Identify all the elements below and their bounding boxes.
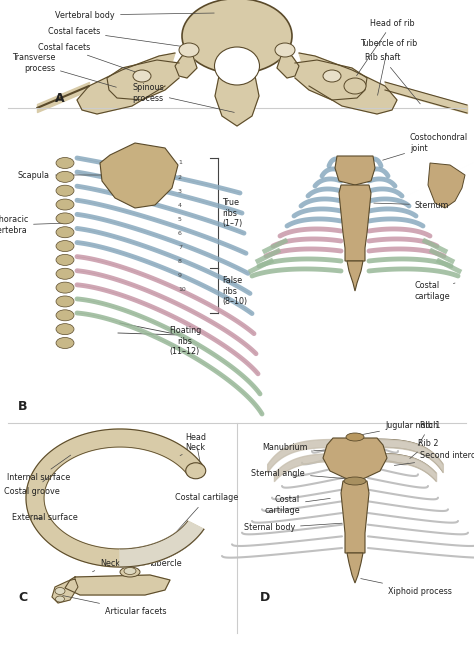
Ellipse shape [56, 171, 74, 182]
Ellipse shape [56, 227, 74, 238]
Polygon shape [100, 143, 178, 208]
Text: 4: 4 [178, 203, 182, 208]
Ellipse shape [275, 43, 295, 57]
Ellipse shape [56, 157, 74, 168]
Text: Rib 1: Rib 1 [418, 421, 440, 445]
Ellipse shape [56, 324, 74, 334]
Ellipse shape [344, 78, 366, 94]
Text: Thoracic
vertebra: Thoracic vertebra [0, 215, 67, 234]
Text: False
ribs
(8–10): False ribs (8–10) [222, 276, 247, 306]
Text: Neck: Neck [92, 558, 120, 572]
Text: 1: 1 [178, 161, 182, 165]
Polygon shape [323, 438, 387, 481]
Text: Rib shaft: Rib shaft [365, 54, 420, 104]
Polygon shape [299, 53, 397, 114]
Text: Manubrium: Manubrium [263, 443, 347, 453]
Text: Costal
cartilage: Costal cartilage [264, 495, 330, 515]
Polygon shape [107, 60, 179, 100]
Text: Transverse
process: Transverse process [12, 54, 116, 88]
Text: 2: 2 [178, 174, 182, 180]
Ellipse shape [56, 213, 74, 224]
Text: Costal groove: Costal groove [4, 476, 60, 496]
Text: Spinous
process: Spinous process [132, 84, 234, 112]
Text: Neck: Neck [180, 443, 205, 456]
Text: Sternal body: Sternal body [244, 523, 342, 532]
Polygon shape [347, 261, 363, 291]
Polygon shape [295, 60, 367, 100]
Text: Tubercle of rib: Tubercle of rib [360, 39, 417, 95]
Text: Head of rib: Head of rib [356, 18, 415, 76]
Text: Head: Head [185, 434, 206, 463]
Polygon shape [77, 53, 175, 114]
Polygon shape [175, 53, 197, 78]
Polygon shape [120, 521, 204, 567]
Text: Rib 2: Rib 2 [410, 439, 438, 458]
Text: 8: 8 [178, 259, 182, 264]
Text: 10: 10 [178, 287, 186, 293]
Polygon shape [52, 579, 78, 603]
Ellipse shape [182, 0, 292, 74]
Text: B: B [18, 400, 27, 413]
Text: 6: 6 [178, 231, 182, 236]
Polygon shape [335, 156, 375, 185]
Polygon shape [277, 53, 299, 78]
Text: External surface: External surface [12, 513, 78, 522]
Ellipse shape [179, 43, 199, 57]
Text: Tubercle: Tubercle [133, 558, 182, 567]
Text: Internal surface: Internal surface [7, 455, 71, 483]
Text: Costal facets: Costal facets [38, 42, 145, 75]
Text: Xiphoid process: Xiphoid process [361, 579, 452, 596]
Text: 7: 7 [178, 245, 182, 250]
Ellipse shape [346, 433, 364, 441]
Polygon shape [339, 185, 371, 261]
Polygon shape [347, 553, 363, 583]
Ellipse shape [120, 567, 140, 577]
Text: Scapula: Scapula [18, 170, 132, 180]
Text: 5: 5 [178, 217, 182, 222]
Polygon shape [341, 481, 369, 553]
Text: Vertebral body: Vertebral body [55, 10, 214, 20]
Ellipse shape [56, 296, 74, 307]
Polygon shape [428, 163, 465, 208]
Text: Costal cartilage: Costal cartilage [168, 494, 238, 541]
Text: A: A [55, 92, 64, 105]
Ellipse shape [186, 463, 206, 479]
Text: Floating
ribs
(11–12): Floating ribs (11–12) [169, 326, 201, 356]
Polygon shape [215, 73, 259, 126]
Ellipse shape [56, 338, 74, 349]
Text: C: C [18, 591, 27, 604]
Ellipse shape [133, 70, 151, 82]
Ellipse shape [344, 477, 366, 485]
Ellipse shape [215, 47, 259, 85]
Ellipse shape [56, 282, 74, 293]
Ellipse shape [56, 255, 74, 265]
Ellipse shape [323, 70, 341, 82]
Text: True
ribs
(1–7): True ribs (1–7) [222, 198, 242, 228]
Polygon shape [26, 429, 204, 567]
Text: Jugular notch: Jugular notch [363, 421, 438, 434]
Ellipse shape [55, 588, 65, 594]
Text: Sternum: Sternum [374, 200, 449, 210]
Text: Second intercostal space: Second intercostal space [394, 451, 474, 466]
Ellipse shape [56, 199, 74, 210]
Text: Costochondral
joint: Costochondral joint [383, 133, 468, 160]
Ellipse shape [56, 185, 74, 196]
Text: D: D [260, 591, 270, 604]
Text: Costal
cartilage: Costal cartilage [415, 281, 455, 300]
Ellipse shape [124, 567, 136, 575]
Ellipse shape [55, 596, 64, 602]
Ellipse shape [56, 310, 74, 321]
Ellipse shape [56, 268, 74, 279]
Text: 9: 9 [178, 273, 182, 278]
Text: Costal facets: Costal facets [48, 27, 190, 48]
Ellipse shape [56, 240, 74, 251]
Text: Articular facets: Articular facets [63, 596, 166, 616]
Text: 3: 3 [178, 189, 182, 194]
Text: Sternal angle: Sternal angle [251, 468, 347, 479]
Polygon shape [65, 575, 170, 595]
